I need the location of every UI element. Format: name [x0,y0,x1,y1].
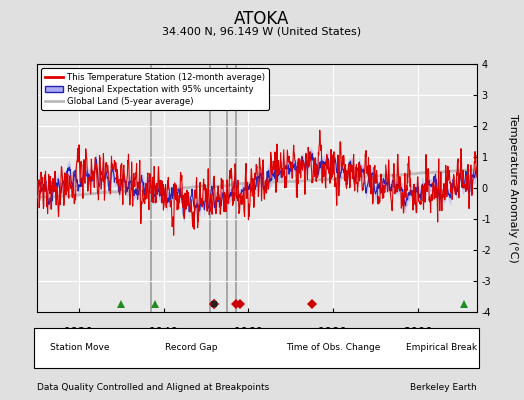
Text: 1980: 1980 [318,326,348,339]
Text: 34.400 N, 96.149 W (United States): 34.400 N, 96.149 W (United States) [162,26,362,36]
Text: Record Gap: Record Gap [165,344,217,352]
Text: 1960: 1960 [233,326,263,339]
Text: 2000: 2000 [403,326,432,339]
Text: Data Quality Controlled and Aligned at Breakpoints: Data Quality Controlled and Aligned at B… [37,383,269,392]
Text: ATOKA: ATOKA [234,10,290,28]
Text: Empirical Break: Empirical Break [406,344,477,352]
Y-axis label: Temperature Anomaly (°C): Temperature Anomaly (°C) [508,114,518,262]
Text: Station Move: Station Move [50,344,110,352]
Text: 1920: 1920 [64,326,94,339]
Text: Berkeley Earth: Berkeley Earth [410,383,477,392]
Legend: This Temperature Station (12-month average), Regional Expectation with 95% uncer: This Temperature Station (12-month avera… [41,68,269,110]
Text: 1940: 1940 [149,326,179,339]
Text: Time of Obs. Change: Time of Obs. Change [286,344,380,352]
